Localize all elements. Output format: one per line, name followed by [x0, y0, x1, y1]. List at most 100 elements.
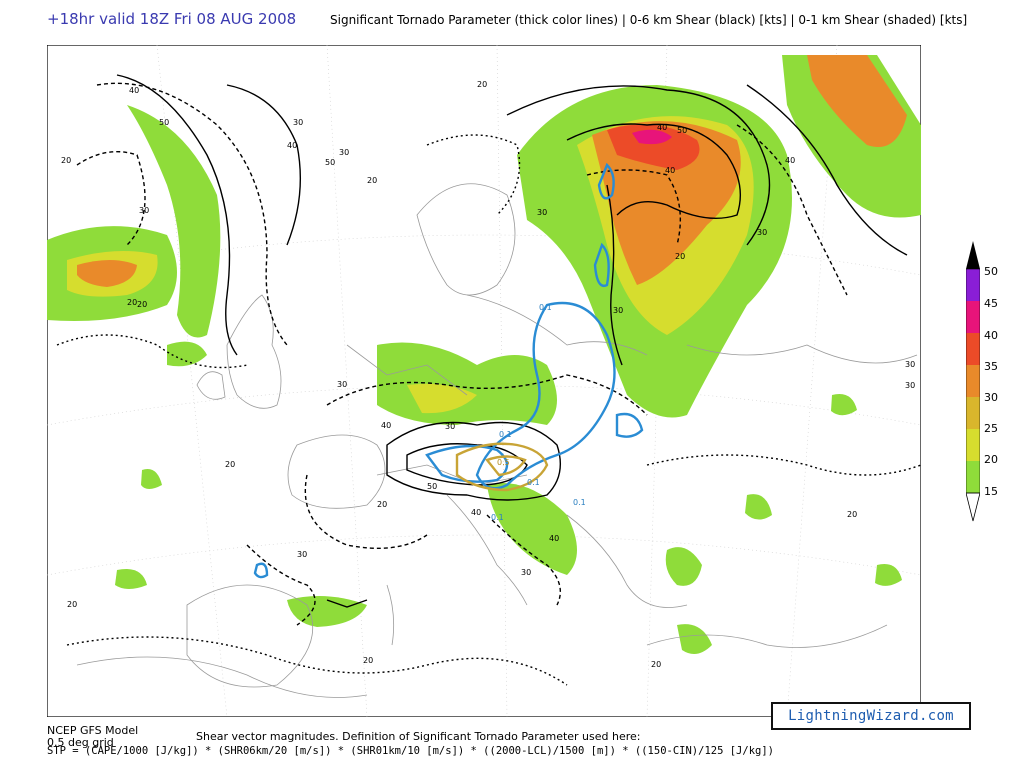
shear06-label: 20 [651, 660, 661, 669]
shear06-label: 40 [129, 86, 139, 95]
stp-contour [597, 162, 615, 200]
stp-contour [615, 412, 644, 438]
shear06-contour [246, 544, 316, 626]
shear06-contour [746, 84, 908, 256]
legend-label: 30 [984, 391, 998, 404]
stp-label: 0.1 [527, 478, 540, 487]
shear06-label: 30 [339, 148, 349, 157]
shear-shade-region [592, 121, 741, 286]
shear06-contour [116, 74, 238, 356]
legend-swatch [966, 365, 980, 397]
grid-resolution: 0.5 deg grid [47, 736, 114, 749]
stp-contour [455, 442, 549, 492]
shear06-label: 30 [613, 306, 623, 315]
shear06-label: 30 [757, 228, 767, 237]
legend-label: 15 [984, 485, 998, 498]
legend-label: 40 [984, 329, 998, 342]
shear06-label: 30 [537, 208, 547, 217]
shear06-label: 30 [337, 380, 347, 389]
shear06-contour [304, 474, 428, 549]
shear06-label: 50 [427, 482, 437, 491]
coastline [186, 584, 314, 688]
shear-shade-region [167, 341, 207, 367]
stp-label: 0.1 [573, 498, 586, 507]
shear06-label: 20 [137, 300, 147, 309]
coastlines [76, 183, 918, 698]
coastline [76, 656, 368, 698]
shear06-label: 30 [521, 568, 531, 577]
shear06-label: 20 [61, 156, 71, 165]
lightningwizard-badge[interactable]: LightningWizard.com [771, 702, 971, 730]
shear06-label: 50 [159, 118, 169, 127]
shear06-label: 20 [225, 460, 235, 469]
shear06-label: 20 [377, 500, 387, 509]
stp-labels: 0.1 0.1 0.1 0.1 0.1 0.5 [491, 303, 586, 522]
shear-shade-region [875, 564, 902, 586]
legend-swatch [966, 333, 980, 365]
shear06-contour [586, 169, 682, 246]
shear-shade-region [141, 469, 162, 489]
shear06-label: 20 [477, 80, 487, 89]
shear06-contour [56, 334, 248, 369]
shear06-contour [326, 599, 368, 608]
legend-label: 25 [984, 422, 998, 435]
legend-cap-top [966, 241, 980, 269]
coastline [386, 584, 395, 646]
shear06-contour [646, 454, 921, 476]
shear06-contour [96, 82, 288, 346]
shear01-shading [47, 55, 921, 654]
coastline [346, 344, 468, 396]
shear-legend-colorbar [966, 241, 980, 522]
shear-shade-region [115, 569, 147, 589]
footer-note: Shear vector magnitudes. Definition of S… [196, 730, 641, 743]
shear06-label: 50 [677, 126, 687, 135]
shear-shade-region [831, 394, 857, 416]
shear06-contour [566, 123, 742, 220]
shear06-label: 40 [785, 156, 795, 165]
shear-shade-region [127, 105, 221, 338]
stp-contour [475, 301, 616, 490]
shear06-contour [386, 421, 561, 501]
contour-labels: 40 50 20 30 20 30 40 50 40 20 40 30 30 2… [61, 80, 915, 669]
shear06-contour [606, 184, 623, 366]
legend-swatch [966, 397, 980, 429]
shear06-label: 40 [549, 534, 559, 543]
legend-cap-bottom [966, 492, 980, 522]
shear06-contour [76, 150, 146, 246]
shear-shade-region [677, 624, 712, 654]
shear-shade-region [287, 596, 367, 627]
legend-swatch [966, 461, 980, 493]
shear-shade-region [487, 483, 577, 575]
stp-label: 0.1 [499, 430, 512, 439]
shear06-contour [226, 84, 302, 246]
shear-shade-region [77, 260, 137, 287]
shear-shade-region [665, 547, 702, 586]
shear06-label: 30 [297, 550, 307, 559]
shear06-contour [736, 124, 848, 296]
shear06-label: 20 [363, 656, 373, 665]
shear06-label: 20 [847, 510, 857, 519]
stp-contour [485, 455, 527, 477]
chart-description: Significant Tornado Parameter (thick col… [330, 13, 968, 27]
stp-label: 0.5 [497, 458, 510, 467]
stp-contours [253, 162, 644, 579]
shear06-label: 40 [665, 166, 675, 175]
shear-shade-region [632, 129, 672, 145]
shear06-label: 40 [657, 123, 667, 132]
stp-label: 0.1 [491, 513, 504, 522]
stp-contour [593, 242, 610, 287]
legend-swatch [966, 429, 980, 461]
legend-swatch [966, 269, 980, 301]
legend-label: 50 [984, 265, 998, 278]
shear06-contour [506, 85, 771, 246]
shear06-label: 20 [675, 252, 685, 261]
shear06-label: 30 [905, 360, 915, 369]
shear06-label: 30 [293, 118, 303, 127]
coastline [466, 294, 648, 356]
stp-formula: STP = (CAPE/1000 [J/kg]) * (SHR06km/20 [… [47, 745, 774, 757]
shear06-label: 20 [127, 298, 137, 307]
shear06-label: 40 [471, 508, 481, 517]
coastline [686, 344, 918, 364]
shear06-contours [56, 74, 921, 686]
shear06-label: 50 [325, 158, 335, 167]
